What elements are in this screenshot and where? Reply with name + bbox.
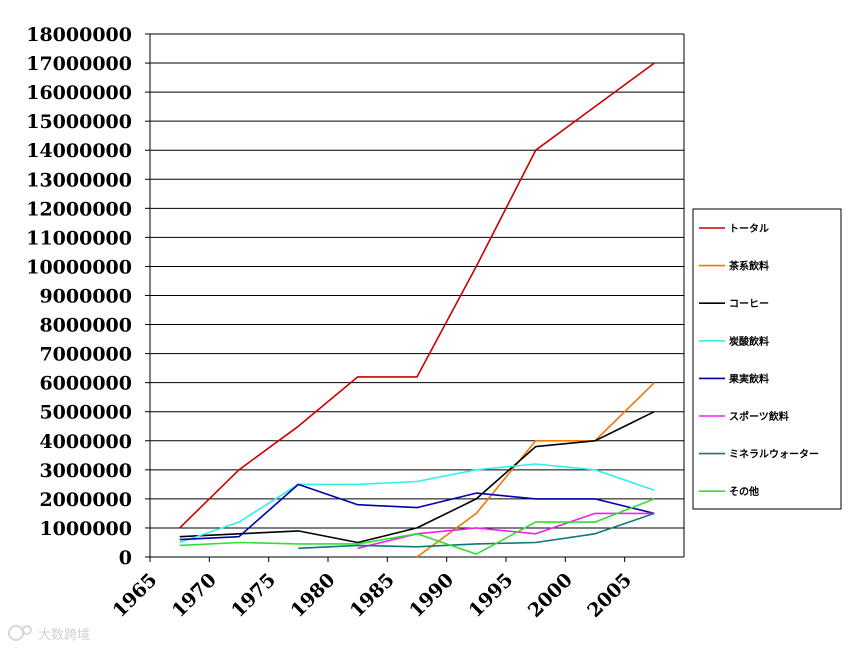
- x-tick-label-2: 1975: [227, 569, 280, 622]
- x-tick-label-8: 2005: [583, 569, 636, 622]
- y-tick-label-18: 18000000: [26, 24, 132, 46]
- y-tick-label-0: 0: [119, 547, 132, 569]
- y-tick-label-11: 11000000: [26, 227, 132, 249]
- x-tick-label-0: 1965: [109, 569, 162, 622]
- legend-label-6: ミネラルウォーター: [729, 449, 819, 461]
- y-tick-label-17: 17000000: [26, 53, 132, 75]
- y-tick-label-13: 13000000: [26, 169, 132, 191]
- legend-box: [692, 208, 842, 510]
- y-tick-label-5: 5000000: [39, 402, 132, 424]
- x-tick-label-4: 1985: [346, 569, 399, 622]
- gridlines: [150, 33, 684, 558]
- y-tick-label-14: 14000000: [26, 140, 132, 162]
- watermark-text: 大数跨境: [38, 628, 90, 643]
- y-tick-label-2: 2000000: [39, 489, 132, 511]
- legend-label-5: スポーツ飲料: [729, 410, 789, 423]
- legend-label-0: トータル: [729, 223, 769, 235]
- y-tick-label-15: 15000000: [26, 111, 132, 133]
- series-line-4: [179, 483, 655, 541]
- x-tick-label-6: 1995: [465, 569, 518, 622]
- x-tick-label-7: 2000: [524, 569, 577, 622]
- y-tick-label-3: 3000000: [39, 460, 132, 482]
- legend-label-4: 果実飲料: [728, 372, 769, 385]
- y-tick-label-16: 16000000: [26, 82, 132, 104]
- y-tick-label-12: 12000000: [26, 198, 132, 220]
- y-tick-label-8: 8000000: [39, 315, 132, 337]
- y-tick-label-4: 4000000: [39, 431, 132, 453]
- series-line-0: [179, 62, 655, 529]
- y-tick-label-6: 6000000: [39, 373, 132, 395]
- legend-label-3: 炭酸飲料: [729, 335, 769, 348]
- y-tick-label-1: 1000000: [39, 518, 132, 540]
- watermark: 大数跨境: [8, 625, 90, 643]
- x-tick-label-1: 1970: [168, 569, 221, 622]
- y-tick-label-7: 7000000: [39, 344, 132, 366]
- series-line-1: [416, 382, 655, 558]
- x-tick-labels: 1965 1970 1975 1980 1985 1990 1995 2000 2005: [109, 557, 636, 622]
- x-tick-label-3: 1980: [287, 569, 340, 622]
- legend-label-1: 茶系飲料: [728, 260, 769, 273]
- x-tick-label-5: 1990: [405, 569, 458, 622]
- y-tick-label-10: 10000000: [26, 256, 132, 278]
- series-line-3: [179, 463, 655, 544]
- series-line-2: [179, 410, 655, 544]
- y-tick-labels: 0 1000000 2000000 3000000 4000000 5000000 6000…: [26, 24, 150, 569]
- legend-label-2: コーヒー: [729, 298, 769, 310]
- series-lines: [179, 62, 655, 558]
- watermark-logo-icon: [8, 625, 32, 641]
- legend-label-7: その他: [729, 485, 759, 498]
- series-line-6: [298, 512, 655, 550]
- series-line-7: [179, 498, 655, 555]
- y-tick-label-9: 9000000: [39, 286, 132, 308]
